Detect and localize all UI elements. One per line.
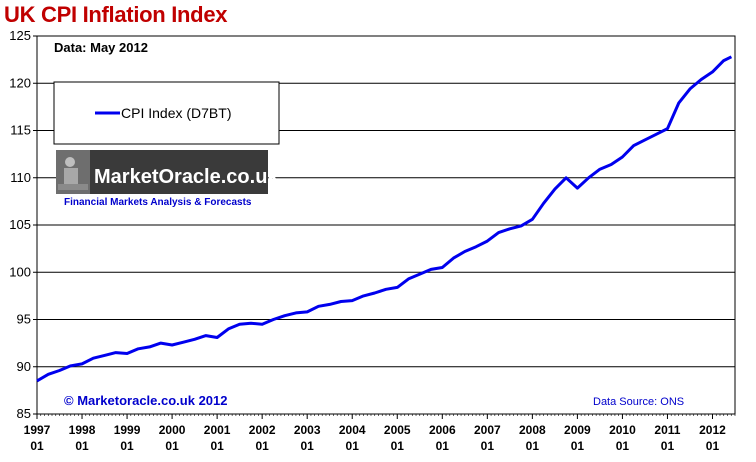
x-tick-year-label: 2007 [474, 423, 501, 437]
x-tick-year-label: 2008 [519, 423, 546, 437]
y-tick-label: 110 [10, 170, 31, 185]
logo-site-name: MarketOracle.co.uk [94, 166, 279, 188]
x-tick-year-label: 2006 [429, 423, 456, 437]
marketoracle-logo: MarketOracle.co.uk Financial Markets Ana… [56, 150, 279, 208]
y-axis: 85 90 95 100 105 110 115 120 125 [9, 28, 37, 421]
legend-label: CPI Index (D7BT) [121, 105, 231, 121]
x-tick-month-label: 01 [30, 439, 44, 453]
x-tick-month-label: 01 [120, 439, 134, 453]
data-source-note: Data Source: ONS [593, 396, 684, 408]
grid-lines [37, 82, 735, 368]
x-tick-year-label: 1999 [114, 423, 141, 437]
x-tick-month-label: 01 [165, 439, 179, 453]
y-tick-label: 100 [9, 264, 31, 279]
chart-subtitle: Data: May 2012 [54, 40, 148, 55]
y-tick-label: 115 [10, 123, 31, 138]
x-tick-month-label: 01 [661, 439, 675, 453]
x-tick-month-label: 01 [481, 439, 495, 453]
x-tick-month-label: 01 [706, 439, 720, 453]
x-axis: 1997 01 1998 01 1999 01 2000 01 2001 01 2002 01 2003… [24, 414, 736, 453]
x-tick-year-label: 2004 [339, 423, 366, 437]
series-line-cpi-index [36, 55, 733, 383]
x-tick-year-label: 2005 [384, 423, 411, 437]
x-tick-year-label: 2009 [564, 423, 591, 437]
chart-title: UK CPI Inflation Index [4, 2, 228, 27]
x-tick-year-label: 2010 [609, 423, 636, 437]
x-tick-year-label: 2012 [699, 423, 726, 437]
x-tick-year-label: 2000 [159, 423, 186, 437]
legend-box [53, 81, 280, 145]
x-tick-month-label: 01 [391, 439, 405, 453]
x-tick-year-label: 2001 [204, 423, 231, 437]
y-tick-label: 120 [9, 75, 31, 90]
x-tick-month-label: 01 [301, 439, 315, 453]
x-tick-year-label: 2002 [249, 423, 276, 437]
x-tick-month-label: 01 [616, 439, 630, 453]
x-tick-month-label: 01 [210, 439, 224, 453]
y-tick-label: 95 [17, 312, 31, 327]
x-tick-month-label: 01 [346, 439, 360, 453]
x-tick-month-label: 01 [75, 439, 89, 453]
x-tick-year-label: 2003 [294, 423, 321, 437]
y-tick-label: 85 [17, 406, 31, 421]
y-tick-label: 90 [17, 359, 31, 374]
copyright-note: © Marketoracle.co.uk 2012 [64, 393, 228, 408]
logo-tagline: Financial Markets Analysis & Forecasts [64, 197, 252, 208]
x-tick-month-label: 01 [526, 439, 540, 453]
y-tick-label: 125 [9, 28, 31, 43]
x-tick-year-label: 1998 [69, 423, 96, 437]
x-tick-month-label: 01 [255, 439, 269, 453]
x-tick-month-label: 01 [571, 439, 585, 453]
legend: CPI Index (D7BT) [53, 81, 280, 145]
x-tick-month-label: 01 [436, 439, 450, 453]
x-tick-year-label: 1997 [24, 423, 51, 437]
x-tick-year-label: 2011 [654, 423, 680, 437]
y-tick-label: 105 [9, 217, 31, 232]
